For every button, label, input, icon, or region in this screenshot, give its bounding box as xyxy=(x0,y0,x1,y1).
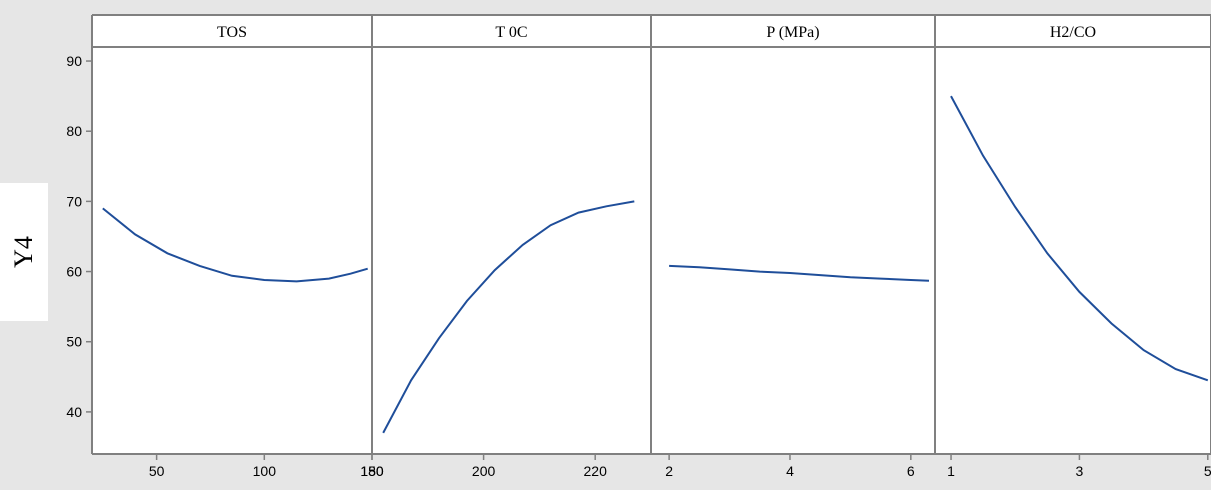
x-tick-label: 220 xyxy=(584,463,608,479)
y-tick-label: 50 xyxy=(66,334,82,350)
x-tick-label: 4 xyxy=(786,463,794,479)
panel-plot-area xyxy=(935,47,1211,454)
x-tick-label: 150 xyxy=(360,463,384,479)
panel-header xyxy=(651,15,935,47)
panel-header xyxy=(92,15,372,47)
x-tick-label: 6 xyxy=(907,463,915,479)
panel-plot-area xyxy=(651,47,935,454)
series-line xyxy=(382,200,635,434)
panel-title: H2/CO xyxy=(1050,24,1096,41)
panel-header xyxy=(372,15,651,47)
x-tick-label: 5 xyxy=(1204,463,1211,479)
x-tick-label: 1 xyxy=(947,463,955,479)
x-tick-label: 2 xyxy=(665,463,673,479)
y-tick-label: 70 xyxy=(66,193,82,209)
panel-title: TOS xyxy=(217,24,247,41)
x-tick-label: 100 xyxy=(253,463,277,479)
panel-plot-area xyxy=(372,47,651,454)
x-tick-label: 200 xyxy=(472,463,496,479)
x-tick-label: 3 xyxy=(1076,463,1084,479)
y-tick-label: 60 xyxy=(66,264,82,280)
y-axis-title-box xyxy=(0,183,48,321)
y-axis-title: Y4 xyxy=(9,236,38,268)
panel-header xyxy=(935,15,1211,47)
series-line xyxy=(950,95,1209,382)
panel-title: P (MPa) xyxy=(766,24,819,41)
x-tick-label: 50 xyxy=(149,463,165,479)
panel-title: T 0C xyxy=(495,24,527,41)
panel-plot-area xyxy=(92,47,372,454)
y-tick-label: 90 xyxy=(66,53,82,69)
x-tick-label: 180 xyxy=(360,463,384,479)
series-line xyxy=(102,207,368,283)
y-tick-label: 40 xyxy=(66,404,82,420)
y-tick-label: 80 xyxy=(66,123,82,139)
series-line xyxy=(669,264,930,282)
